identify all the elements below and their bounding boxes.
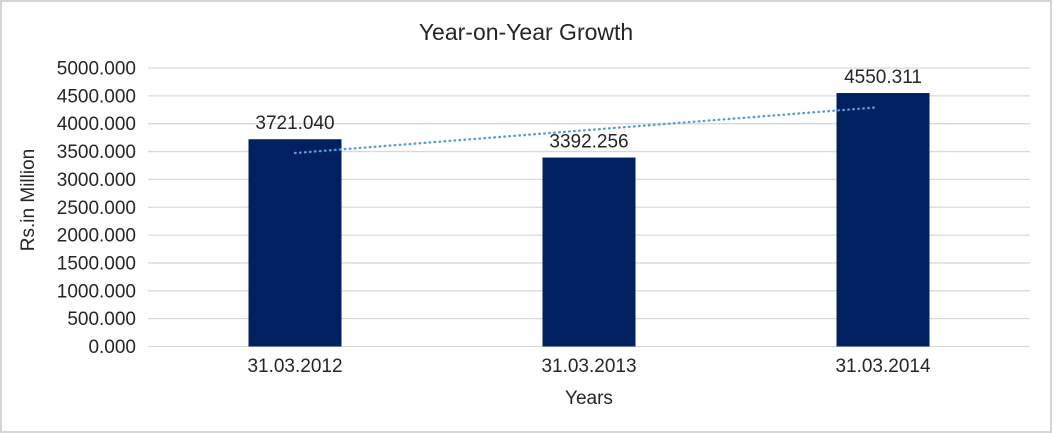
y-tick-label: 500.000 [67, 309, 136, 330]
bar-value-label: 3721.040 [255, 113, 334, 134]
x-tick-label: 31.03.2012 [247, 356, 342, 377]
y-tick-label: 2500.000 [57, 198, 136, 219]
y-tick-label: 1500.000 [57, 253, 136, 274]
y-tick-label: 5000.000 [57, 59, 136, 80]
chart-title: Year-on-Year Growth [419, 19, 633, 45]
y-tick-label: 3500.000 [57, 142, 136, 163]
y-tick-label: 2000.000 [57, 226, 136, 247]
bar-31.03.2013 [542, 157, 636, 347]
y-tick-label: 1000.000 [57, 281, 136, 302]
bar-value-label: 4550.311 [844, 67, 922, 88]
bar-31.03.2014 [836, 93, 930, 347]
x-tick-label: 31.03.2014 [835, 356, 931, 377]
bars-layer [248, 93, 930, 347]
x-axis-title: Years [565, 388, 613, 409]
y-tick-label: 4000.000 [57, 114, 136, 135]
trendline-layer [293, 106, 879, 155]
bar-31.03.2012 [248, 139, 342, 347]
y-tick-label: 3000.000 [57, 170, 136, 191]
y-tick-label: 4500.000 [57, 86, 136, 107]
labels-layer: 5000.000 4500.000 4000.000 3500.000 3000.000… [57, 59, 931, 378]
y-tick-label: 0.000 [88, 337, 136, 358]
bar-value-label: 3392.256 [549, 132, 628, 153]
trendline [293, 106, 879, 155]
y-axis-title: Rs.in Million [18, 149, 39, 251]
x-tick-label: 31.03.2013 [541, 356, 636, 377]
